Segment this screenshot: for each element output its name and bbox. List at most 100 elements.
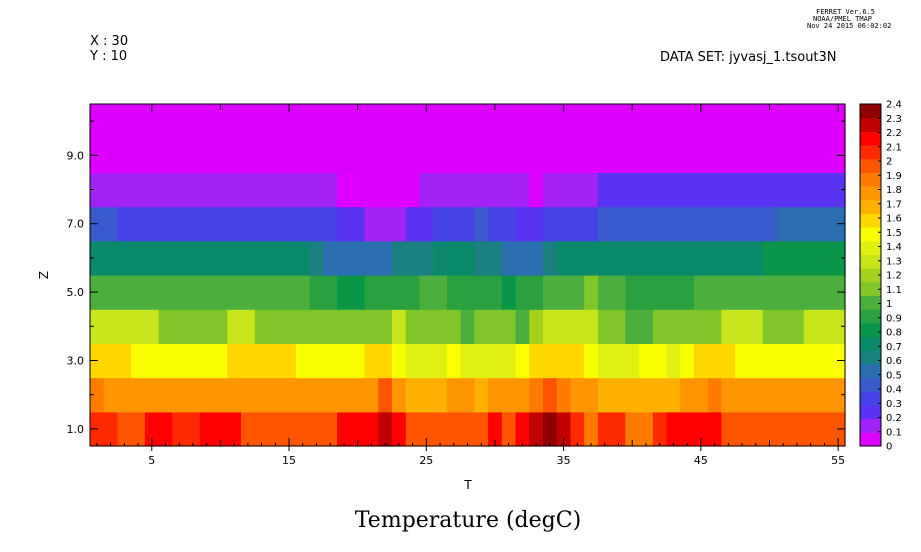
heatmap-cell	[90, 377, 105, 413]
colorbar-swatch	[860, 145, 881, 160]
heatmap-cell	[597, 343, 640, 379]
heatmap-cell	[515, 411, 530, 447]
colorbar	[860, 103, 881, 447]
heatmap-cell	[295, 343, 366, 379]
heatmap-cell	[488, 411, 503, 447]
heatmap-cell	[515, 206, 544, 242]
colorbar-swatch	[860, 117, 881, 132]
heatmap-cell	[625, 309, 654, 344]
x-tick-label: 5	[148, 454, 155, 467]
y-tick-label: 5.0	[67, 286, 85, 299]
heatmap-cell	[543, 411, 558, 447]
heatmap-cell	[515, 275, 544, 310]
heatmap-cell	[570, 377, 599, 413]
heatmap-cell	[762, 309, 805, 344]
y-coordinate-label: Y : 10	[89, 49, 127, 64]
colorbar-swatch	[860, 104, 881, 119]
colorbar-swatch	[860, 336, 881, 351]
heatmap-cell	[721, 309, 764, 344]
heatmap-cell	[405, 206, 434, 242]
heatmap-cell	[474, 309, 517, 344]
colorbar-swatch	[860, 404, 881, 420]
colorbar-swatch	[860, 131, 881, 146]
heatmap-cell	[762, 240, 846, 276]
heatmap-cell	[543, 275, 585, 310]
x-tick-label: 15	[282, 454, 296, 467]
colorbar-label: 0.3	[886, 399, 902, 410]
heatmap-cell	[721, 377, 846, 413]
colorbar-swatch	[860, 213, 881, 228]
colorbar-swatch	[860, 186, 881, 201]
colorbar-swatch	[860, 432, 881, 447]
colorbar-label: 0.5	[886, 370, 902, 381]
heatmap-cell	[501, 275, 517, 310]
heatmap-cell	[597, 206, 777, 242]
heatmap-cell	[543, 309, 599, 344]
heatmap-cell	[90, 240, 311, 276]
heatmap-cell	[144, 411, 173, 447]
heatmap-cell	[556, 411, 572, 447]
heatmap-cell	[90, 309, 160, 344]
heatmap-cell	[625, 411, 654, 447]
heatmap-cell	[309, 240, 324, 276]
heatmap-cell	[392, 240, 434, 276]
heatmap-cell	[529, 411, 544, 447]
heatmap-cell	[597, 411, 626, 447]
colorbar-label: 0.9	[886, 313, 902, 324]
ferret-version: FERRET Ver.6.5	[816, 8, 875, 16]
heatmap-cell	[652, 411, 668, 447]
heatmap-cell	[446, 275, 503, 310]
colorbar-swatch	[860, 254, 881, 269]
heatmap-cell	[556, 377, 572, 413]
colorbar-label: 0.4	[886, 385, 902, 396]
heatmap-cell	[515, 309, 530, 344]
colorbar-swatch	[860, 309, 881, 324]
heatmap-cell	[90, 275, 311, 310]
y-tick-label: 9.0	[67, 149, 85, 162]
colorbar-swatch	[860, 350, 881, 365]
colorbar-label: 1.4	[886, 242, 902, 253]
heatmap-cell	[364, 206, 407, 242]
heatmap-cell	[90, 104, 846, 139]
colorbar-swatch	[860, 363, 881, 379]
colorbar-label: 2	[886, 157, 892, 168]
heatmap-cell	[488, 377, 530, 413]
colorbar-swatch	[860, 377, 881, 392]
heatmap-cell	[597, 377, 681, 413]
heatmap-cell	[543, 240, 558, 276]
heatmap-cell	[556, 240, 764, 276]
heatmap-cell	[501, 411, 517, 447]
heatmap-cell	[680, 343, 695, 379]
colorbar-label: 2.4	[886, 100, 902, 111]
heatmap-cell	[584, 275, 599, 310]
x-tick-label: 45	[694, 454, 708, 467]
heatmap-cell	[446, 377, 475, 413]
heatmap-cell	[803, 309, 846, 344]
heatmap-cell	[405, 377, 448, 413]
ferret-date: Nov 24 2015 06:02:02	[807, 22, 891, 30]
heatmap-cell	[446, 343, 462, 379]
heatmap-cell	[227, 309, 256, 344]
heatmap-cell	[474, 206, 489, 242]
heatmap-cell	[90, 172, 338, 208]
heatmap-cell	[419, 172, 530, 208]
heatmap-cell	[419, 275, 448, 310]
heatmap-cell	[364, 275, 421, 310]
heatmap-cell	[694, 343, 736, 379]
heatmap-cell	[584, 411, 599, 447]
colorbar-swatch	[860, 322, 881, 338]
heatmap-cell	[584, 343, 599, 379]
heatmap-cell	[103, 377, 379, 413]
heatmap-cell	[405, 411, 489, 447]
heatmap-cell	[529, 377, 544, 413]
heatmap-cell	[158, 309, 228, 344]
heatmap-cell	[529, 172, 544, 208]
colorbar-label: 1.3	[886, 256, 902, 267]
colorbar-label: 1.9	[886, 171, 902, 182]
axis-tick-labels: 5 15 25 35 45 55 1.0 3.0 5.0 7.0 9.0	[67, 149, 846, 467]
heatmap-cell	[543, 377, 558, 413]
heatmap-cell	[392, 377, 407, 413]
colorbar-swatch	[860, 268, 881, 283]
heatmap-cell	[529, 343, 585, 379]
heatmap-cell	[460, 343, 517, 379]
